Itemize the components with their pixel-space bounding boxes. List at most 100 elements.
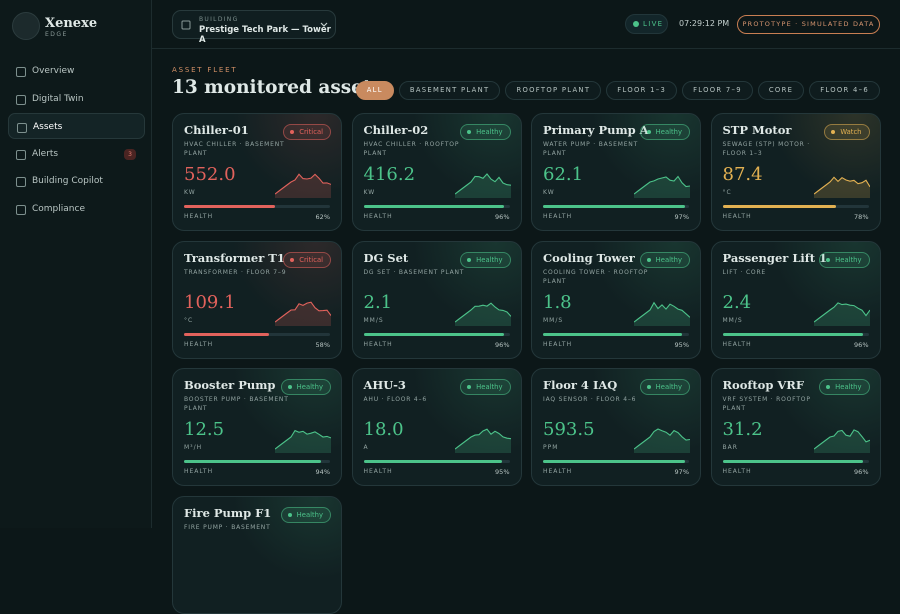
nav-item[interactable]: Assets [8, 113, 145, 139]
nav-item[interactable]: Building Copilot [8, 168, 145, 194]
asset-type: FIRE PUMP · BASEMENT [184, 523, 271, 531]
brand-sub: EDGE [45, 31, 68, 38]
asset-name: Fire Pump F1 [184, 505, 272, 520]
health-caption: HEALTH [543, 213, 573, 220]
sparkline [275, 173, 331, 198]
sparkline [813, 429, 870, 453]
asset-value: 31.2 [722, 419, 763, 440]
asset-card[interactable]: STP Motor Watch SEWAGE (STP) MOTOR · FLOOR… [710, 113, 881, 231]
nav-item[interactable]: Compliance [8, 196, 145, 222]
asset-unit: BAR [722, 444, 738, 451]
status-badge: Critical [283, 251, 331, 268]
asset-type: HVAC CHILLER · ROOFTOP PLANT [363, 141, 460, 157]
status-badge: Healthy [460, 379, 511, 395]
asset-unit: °C [184, 316, 194, 324]
asset-value: 1.8 [543, 291, 572, 313]
health-value: 94% [315, 468, 330, 476]
health-value: 96% [854, 340, 869, 349]
asset-value: 593.5 [543, 419, 595, 440]
sparkline [454, 301, 511, 326]
asset-type: IAQ SENSOR · FLOOR 4–6 [543, 396, 637, 403]
nav-item[interactable]: Digital Twin [8, 86, 145, 112]
asset-card[interactable]: Chiller-01 Critical HVAC CHILLER · BASEMEN… [172, 113, 342, 231]
health-track [722, 460, 869, 463]
filter-chip[interactable]: ROOFTOP PLANT [505, 81, 602, 100]
asset-card[interactable]: DG Set Healthy DG SET · BASEMENT PLANT 2.1 M… [351, 240, 522, 359]
status-badge: Healthy [639, 251, 690, 268]
asset-card[interactable]: Fire Pump F1 Healthy FIRE PUMP · BASEMENT [172, 495, 342, 614]
filter-chip[interactable]: ALL [355, 81, 394, 100]
health-value: 95% [495, 468, 510, 476]
status-badge: Critical [283, 124, 331, 140]
brand-name: Xenexe [45, 16, 98, 31]
nav-item[interactable]: Overview [8, 58, 145, 84]
asset-unit: A [363, 444, 369, 451]
health-bar [722, 205, 837, 208]
filter-chip[interactable]: CORE [757, 81, 805, 100]
asset-type: BOOSTER PUMP · BASEMENT PLANT [184, 396, 289, 412]
asset-name: STP Motor [722, 123, 792, 137]
filter-chip[interactable]: FLOOR 1–3 [606, 81, 678, 100]
asset-name: Rooftop VRF [722, 378, 805, 392]
asset-value: 12.5 [184, 419, 225, 440]
asset-unit: °C [722, 189, 732, 196]
sidebar: Xenexe EDGE Overview Digital Twin Assets Al… [0, 0, 152, 528]
asset-name: Chiller-02 [363, 123, 429, 137]
health-value: 96% [854, 468, 869, 476]
health-track [722, 332, 869, 336]
asset-type: SEWAGE (STP) MOTOR · FLOOR 1–3 [722, 141, 811, 157]
building-caption: BUILDING [199, 16, 239, 23]
eyebrow: ASSET FLEET [172, 66, 238, 74]
health-bar [184, 332, 269, 336]
filter-chip[interactable]: FLOOR 7–9 [682, 81, 753, 100]
health-caption: HEALTH [184, 468, 214, 475]
chevron [320, 22, 328, 27]
filter-chip[interactable]: BASEMENT PLANT [398, 81, 501, 100]
asset-name: Passenger Lift 1 [722, 250, 828, 265]
asset-card[interactable]: Passenger Lift 1 Healthy LIFT · CORE 2.4 MM/… [710, 240, 881, 359]
asset-unit: KW [543, 189, 555, 196]
asset-card[interactable]: Primary Pump A Healthy WATER PUMP · BASEME… [531, 113, 701, 231]
sparkline [813, 176, 870, 198]
asset-type: LIFT · CORE [722, 268, 767, 276]
nav-item[interactable]: Alerts 3 [8, 141, 145, 167]
building-select[interactable]: BUILDING Prestige Tech Park — Tower A [172, 10, 336, 45]
asset-card[interactable]: Rooftop VRF Healthy VRF SYSTEM · ROOFTOP P… [710, 368, 881, 486]
asset-card[interactable]: Booster Pump Healthy BOOSTER PUMP · BASEME… [172, 368, 342, 486]
health-track [363, 332, 510, 336]
asset-name: Transformer T1 [184, 250, 285, 265]
asset-type: DG SET · BASEMENT PLANT [363, 268, 465, 276]
filter-chip[interactable]: FLOOR 4–6 [809, 81, 880, 100]
health-track [184, 205, 330, 208]
asset-card[interactable]: Chiller-02 Healthy HVAC CHILLER · ROOFTOP … [351, 113, 522, 231]
topbar: BUILDING Prestige Tech Park — Tower A LI… [152, 0, 900, 49]
health-caption: HEALTH [363, 340, 393, 348]
asset-card[interactable]: Floor 4 IAQ Healthy IAQ SENSOR · FLOOR 4–6… [531, 368, 701, 486]
asset-type: AHU · FLOOR 4–6 [363, 396, 427, 403]
health-caption: HEALTH [722, 213, 752, 220]
health-caption: HEALTH [184, 340, 214, 348]
asset-card[interactable]: AHU-3 Healthy AHU · FLOOR 4–6 18.0 A HEALTH 95… [351, 368, 522, 486]
health-value: 58% [315, 340, 330, 349]
health-track [543, 332, 689, 336]
building-name: Prestige Tech Park — Tower A [199, 25, 331, 45]
asset-type: WATER PUMP · BASEMENT PLANT [543, 141, 639, 157]
sparkline [275, 429, 331, 453]
clock: 07:29:12 PM [679, 19, 730, 28]
health-track [363, 205, 510, 208]
status-badge: Healthy [819, 379, 870, 395]
health-track [363, 460, 510, 463]
asset-card[interactable]: Transformer T1 Critical TRANSFORMER · FLOO… [172, 240, 342, 359]
asset-value: 109.1 [184, 291, 236, 313]
prototype-badge: PROTOTYPE · SIMULATED DATA [737, 15, 880, 34]
asset-card[interactable]: Cooling Tower Healthy COOLING TOWER · ROOF… [531, 240, 701, 359]
health-track [722, 205, 869, 208]
sparkline [634, 428, 690, 453]
asset-name: Chiller-01 [184, 123, 249, 137]
asset-unit: KW [363, 189, 376, 196]
asset-unit: PPM [543, 444, 559, 451]
health-bar [184, 205, 275, 208]
asset-name: Cooling Tower [543, 250, 635, 265]
sparkline [634, 175, 690, 198]
